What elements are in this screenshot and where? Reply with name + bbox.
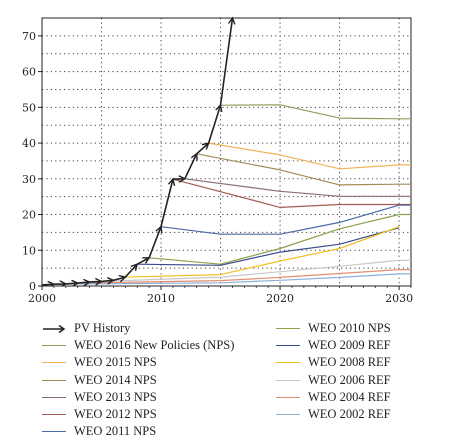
legend-item: PV History [42, 320, 234, 337]
legend-label: WEO 2015 NPS [74, 355, 157, 370]
history-point-marker [59, 280, 68, 286]
legend-swatch-arrow [43, 324, 66, 333]
grid [42, 18, 411, 286]
y-tick-label: 60 [22, 66, 36, 79]
y-tick-label: 40 [22, 137, 36, 150]
legend-label: WEO 2006 REF [308, 372, 391, 387]
legend-item: WEO 2015 NPS [42, 354, 234, 371]
legend-label: PV History [74, 321, 131, 336]
history-point-marker [227, 16, 236, 25]
series-line-pv-history [42, 17, 234, 286]
history-point-marker [190, 152, 198, 161]
legend-label: WEO 2016 New Policies (NPS) [74, 338, 235, 353]
legend-label: WEO 2004 REF [308, 389, 391, 404]
legend-swatch [42, 431, 66, 433]
series-line-weo-2011-nps [160, 204, 411, 235]
x-tick-label: 2010 [147, 292, 175, 305]
series-line-weo-2013-nps [184, 178, 411, 197]
x-tick-label: 2020 [266, 292, 294, 305]
legend-item: WEO 2002 REF [276, 406, 391, 423]
legend-item: WEO 2012 NPS [42, 406, 234, 423]
history-point-marker [106, 276, 115, 285]
history-point-marker [118, 274, 127, 283]
axes [38, 17, 412, 290]
legend-item: WEO 2010 NPS [276, 320, 391, 337]
legend-item: WEO 2008 REF [276, 354, 391, 371]
history-point-marker [155, 225, 163, 234]
series-line-weo-2006-ref [101, 259, 411, 282]
y-tick-label: 0 [29, 280, 36, 293]
x-tick-label: 2030 [385, 292, 413, 305]
legend-label: WEO 2008 REF [308, 355, 391, 370]
history-point-marker [95, 277, 103, 286]
legend-swatch [276, 345, 300, 347]
legend-swatch [42, 396, 66, 398]
history-point-marker [83, 278, 92, 286]
history-point-marker [71, 279, 80, 286]
legend-swatch [42, 414, 66, 416]
legend-swatch [276, 379, 300, 381]
legend-swatch [42, 345, 66, 347]
series-line-weo-2012-nps [172, 178, 411, 208]
history-point-marker [215, 103, 223, 113]
legend-item: WEO 2011 NPS [42, 423, 234, 440]
legend-label: WEO 2002 REF [308, 407, 391, 422]
series-line-weo-2004-ref [77, 269, 411, 284]
legend-label: WEO 2011 NPS [74, 424, 157, 439]
series-line-weo-2002-ref [53, 273, 411, 285]
legend-swatch [276, 328, 300, 330]
legend-item: WEO 2004 REF [276, 389, 391, 406]
legend-label: WEO 2010 NPS [308, 321, 391, 336]
legend-label: WEO 2012 NPS [74, 407, 157, 422]
history-point-marker [130, 263, 139, 271]
legend-swatch [42, 379, 66, 381]
y-tick-label: 30 [22, 173, 36, 186]
y-tick-label: 20 [22, 209, 36, 222]
history-point-marker [47, 280, 56, 286]
series-line-weo-2014-nps [196, 153, 411, 186]
legend-item: WEO 2009 REF [276, 337, 391, 354]
series-line-weo-2016-new-policies-nps [220, 104, 411, 120]
legend-column-right: WEO 2010 NPS WEO 2009 REF WEO 2008 REF WEO … [276, 320, 391, 423]
y-tick-label: 10 [22, 244, 36, 257]
history-point-marker [167, 177, 176, 186]
history-point-marker [142, 257, 151, 264]
legend-swatch [276, 362, 300, 364]
history-point-marker [201, 142, 210, 150]
y-tick-label: 70 [22, 30, 36, 43]
series-line-weo-2008-ref [125, 226, 400, 278]
legend-item: WEO 2016 New Policies (NPS) [42, 337, 234, 354]
history-point-marker [178, 175, 187, 183]
legend-label: WEO 2013 NPS [74, 389, 157, 404]
legend-column-left: PV History WEO 2016 New Policies (NPS) WEO… [42, 320, 234, 440]
legend-label: WEO 2009 REF [308, 338, 391, 353]
series-line-weo-2015-nps [208, 142, 411, 170]
legend-item: WEO 2006 REF [276, 372, 391, 389]
x-tick-label: 2000 [28, 292, 56, 305]
legend-swatch [42, 362, 66, 364]
legend-swatch [276, 414, 300, 416]
series-lines [42, 16, 411, 286]
y-tick-label: 50 [22, 101, 36, 114]
series-line-weo-2009-ref [137, 227, 400, 266]
legend-item: WEO 2014 NPS [42, 372, 234, 389]
series-line-weo-2010-nps [149, 213, 411, 265]
legend-label: WEO 2014 NPS [74, 372, 157, 387]
legend-item: WEO 2013 NPS [42, 389, 234, 406]
plot-frame [41, 17, 412, 287]
legend-swatch [276, 396, 300, 398]
